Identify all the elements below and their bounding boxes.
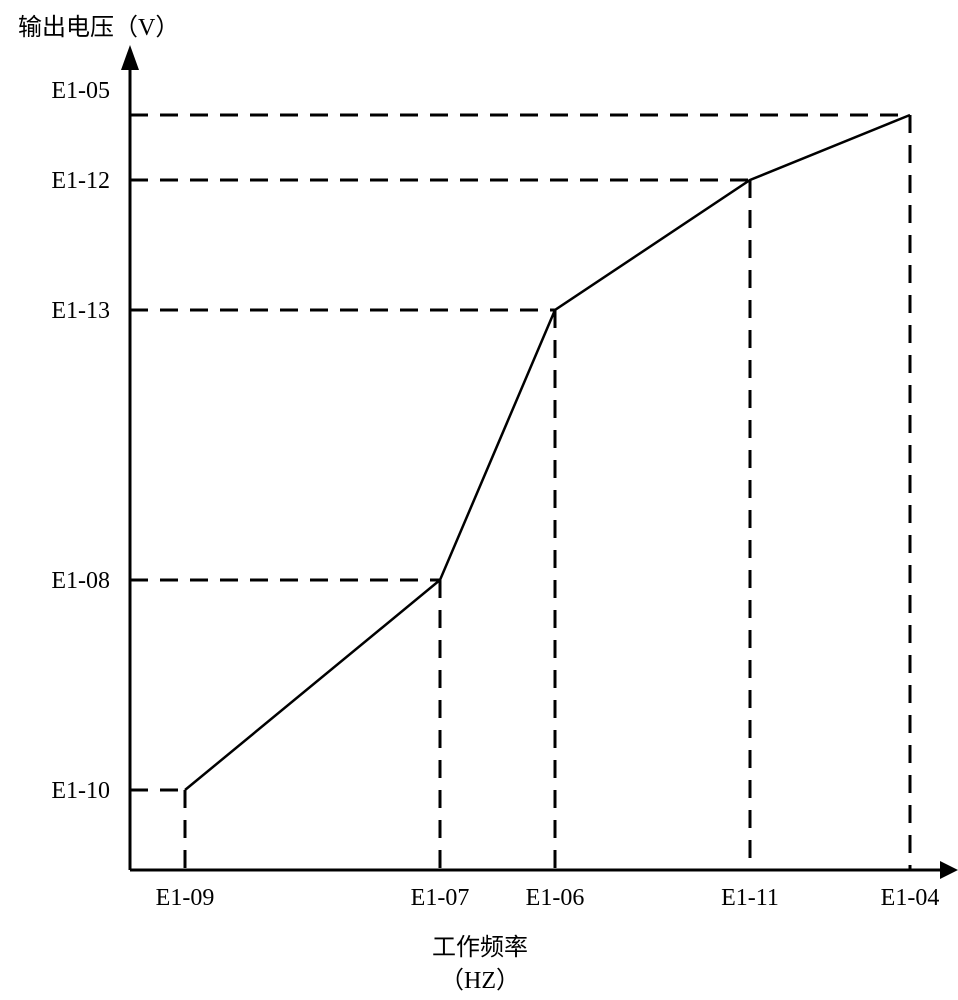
y-tick-label: E1-10 xyxy=(51,778,110,804)
x-tick-label: E1-07 xyxy=(411,885,470,911)
x-axis-title-line1: 工作频率 xyxy=(432,934,528,961)
y-tick-label: E1-08 xyxy=(51,568,110,594)
chart-svg: 输出电压（V） 工作频率 （HZ） E1-05 E1-12 E1-13 E1-08 E1-10… xyxy=(0,0,958,1000)
y-axis-title: 输出电压（V） xyxy=(18,14,179,41)
y-tick-label: E1-12 xyxy=(51,168,110,194)
vf-curve-chart: 输出电压（V） 工作频率 （HZ） E1-05 E1-12 E1-13 E1-08 E1-10… xyxy=(0,0,958,1000)
vf-curve-line xyxy=(185,115,910,790)
y-axis-arrow xyxy=(121,45,139,70)
x-tick-label: E1-11 xyxy=(721,885,779,911)
x-tick-label: E1-06 xyxy=(526,885,585,911)
x-axis-title-line2: （HZ） xyxy=(440,968,520,994)
y-tick-label: E1-05 xyxy=(51,78,110,104)
y-tick-label: E1-13 xyxy=(51,298,110,324)
x-axis-arrow xyxy=(940,861,958,879)
x-tick-label: E1-04 xyxy=(881,885,940,911)
x-tick-label: E1-09 xyxy=(156,885,215,911)
